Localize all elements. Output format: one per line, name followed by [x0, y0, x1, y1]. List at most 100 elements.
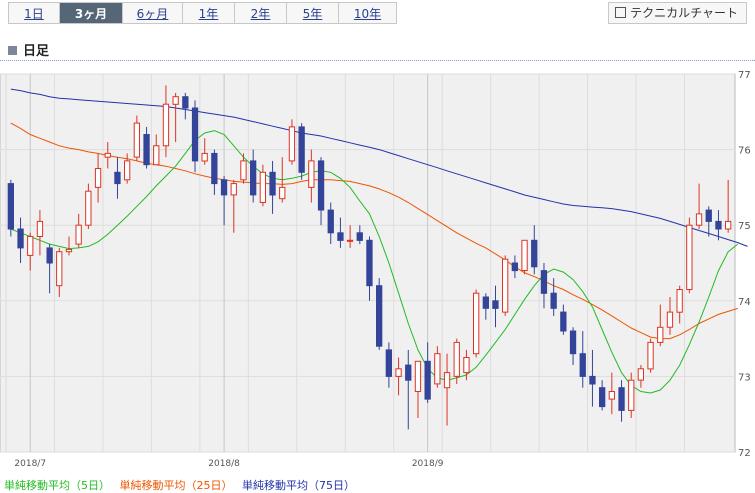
section-title: 日足: [23, 44, 50, 59]
candle-body: [308, 160, 315, 188]
candle-body: [482, 296, 490, 309]
candle-body: [376, 285, 383, 347]
y-tick-label: 73: [738, 372, 751, 383]
tab-5[interactable]: 5年: [287, 2, 339, 24]
candle-body: [172, 96, 179, 105]
y-tick-label: 74: [738, 297, 751, 308]
candle-body: [356, 232, 363, 241]
technical-chart-button[interactable]: テクニカルチャート: [608, 2, 747, 24]
tab-4[interactable]: 2年: [235, 2, 287, 24]
ma-line-1: [10, 122, 738, 340]
candle-body: [133, 122, 140, 158]
candle-body: [346, 239, 354, 242]
candle-body: [201, 152, 208, 162]
candle-body: [279, 186, 286, 200]
candle-body: [269, 171, 276, 196]
candle-body: [463, 357, 470, 374]
candle-body: [259, 171, 267, 204]
x-tick-label: 2018/9: [412, 459, 444, 469]
period-tabs: 1日 3ヶ月 6ヶ月 1年 2年 5年 10年: [8, 2, 397, 24]
candle-body: [414, 360, 422, 392]
legend-ma25: 単純移動平均（25日）: [119, 479, 233, 492]
candle-body: [579, 353, 586, 377]
y-tick-label: 75: [738, 221, 751, 232]
candle-body: [666, 311, 674, 328]
candle-body: [211, 152, 218, 185]
candle-body: [104, 152, 111, 158]
candle-body: [288, 126, 296, 162]
tab-6[interactable]: 10年: [339, 2, 397, 24]
candle-body: [434, 353, 441, 385]
candle-body: [385, 349, 393, 377]
candle-body: [647, 341, 654, 370]
candle-body: [695, 213, 703, 226]
candle-body: [7, 183, 14, 230]
candle-body: [230, 183, 237, 196]
candle-body: [36, 220, 44, 237]
candle-body: [191, 107, 199, 162]
candle-body: [550, 292, 557, 309]
candlestick-chart: 72 73 74 75 76 77 2018/7 2018/8 2018/9: [0, 70, 751, 469]
square-bullet-icon: [8, 46, 17, 55]
candle-body: [657, 326, 664, 343]
candle-body: [56, 251, 63, 287]
candle-body: [75, 224, 82, 245]
candle-body: [443, 372, 451, 389]
candle-body: [114, 171, 121, 185]
candle-body: [424, 360, 431, 400]
candle-body: [725, 220, 732, 230]
chart-legend: 単純移動平均（5日） 単純移動平均（25日） 単純移動平均（75日）: [4, 477, 361, 493]
candle-body: [182, 96, 189, 109]
candle-body: [240, 160, 247, 181]
x-tick-label: 2018/8: [208, 459, 240, 469]
candle-body: [531, 239, 538, 268]
tab-0[interactable]: 1日: [8, 2, 60, 24]
candle-body: [589, 375, 596, 385]
candle-body: [298, 126, 305, 173]
candle-body: [405, 364, 412, 381]
candle-body: [337, 232, 344, 241]
x-tick-label: 2018/7: [14, 459, 46, 469]
y-tick-label: 77: [738, 70, 751, 81]
candle-body: [560, 311, 567, 332]
candle-body: [94, 168, 102, 188]
candle-body: [618, 387, 625, 411]
technical-chart-label: テクニカルチャート: [630, 6, 738, 20]
candle-body: [317, 160, 325, 211]
ma-line-2: [10, 88, 748, 247]
candle-body: [521, 239, 528, 272]
candle-body: [27, 236, 34, 256]
y-tick-label: 76: [738, 146, 751, 157]
candle-body: [162, 103, 170, 147]
candle-body: [17, 228, 24, 249]
candle-body: [637, 368, 645, 381]
candle-body: [608, 391, 616, 400]
candle-body: [686, 224, 693, 290]
candle-body: [502, 258, 509, 313]
candle-body: [705, 209, 712, 222]
candle-body: [250, 160, 257, 196]
candle-body: [676, 289, 683, 313]
candle-body: [569, 330, 577, 355]
candle-body: [715, 220, 722, 230]
tab-3[interactable]: 1年: [183, 2, 235, 24]
legend-ma75: 単純移動平均（75日）: [242, 479, 355, 492]
candle-body: [220, 179, 228, 196]
window-icon: [615, 7, 627, 18]
candle-body: [453, 341, 460, 377]
tab-2[interactable]: 6ヶ月: [123, 2, 183, 24]
candle-body: [65, 248, 73, 253]
candle-body: [395, 368, 402, 377]
candle-body: [153, 145, 160, 166]
candle-body: [628, 379, 635, 411]
legend-ma5: 単純移動平均（5日）: [4, 479, 110, 492]
candle-body: [540, 270, 548, 294]
candle-body: [473, 292, 480, 355]
candle-body: [599, 387, 606, 408]
candle-body: [511, 262, 519, 272]
candle-body: [492, 300, 499, 309]
ma-line-0: [10, 130, 739, 394]
candle-body: [85, 190, 92, 226]
section-header: 日足: [8, 40, 49, 59]
tab-1[interactable]: 3ヶ月: [60, 2, 123, 24]
